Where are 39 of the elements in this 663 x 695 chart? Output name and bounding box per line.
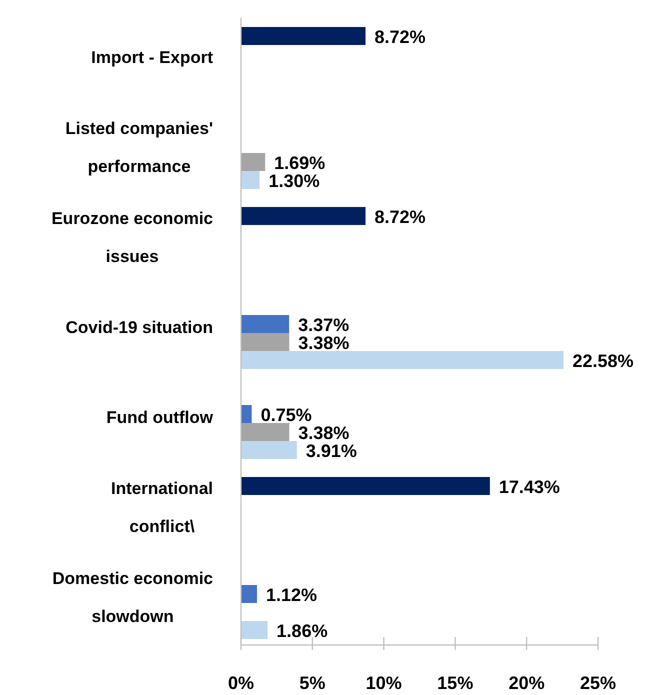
data-label: 3.38% — [298, 333, 350, 353]
data-label: 1.30% — [268, 171, 320, 191]
x-tick-label: 25% — [580, 673, 616, 693]
bar — [241, 441, 297, 459]
bar — [241, 153, 266, 171]
y-tick-label: Domestic economic slowdown — [52, 569, 214, 626]
y-tick-label: Fund outflow — [106, 408, 214, 427]
data-label: 3.37% — [298, 315, 350, 335]
y-tick-label: International conflict\ — [110, 479, 214, 536]
data-label: 1.69% — [274, 153, 326, 173]
data-label: 22.58% — [572, 351, 634, 371]
bar — [241, 171, 260, 189]
data-label: 1.86% — [276, 621, 328, 641]
data-label: 0.75% — [260, 405, 312, 425]
y-tick-label: Covid-19 situation — [66, 318, 214, 337]
bar — [241, 207, 366, 225]
data-label: 8.72% — [374, 207, 426, 227]
data-label: 17.43% — [498, 477, 560, 497]
bar — [241, 315, 290, 333]
bar — [241, 477, 490, 495]
bar — [241, 405, 252, 423]
y-tick-label: Eurozone economic issues — [51, 209, 214, 266]
bar — [241, 27, 366, 45]
data-label: 3.38% — [298, 423, 350, 443]
bar — [241, 621, 268, 639]
bar — [241, 333, 290, 351]
data-label: 1.12% — [266, 585, 318, 605]
x-tick-label: 20% — [508, 673, 545, 693]
y-tick-label: Import - Export — [91, 48, 214, 67]
x-tick-label: 15% — [437, 673, 474, 693]
data-label: 8.72% — [374, 27, 426, 47]
bar — [241, 423, 290, 441]
x-tick-label: 10% — [366, 673, 402, 693]
x-tick-label: 5% — [299, 673, 326, 693]
bar — [241, 351, 564, 369]
bar — [241, 585, 257, 603]
data-label: 3.91% — [306, 441, 357, 461]
x-tick-label: 0% — [228, 673, 254, 693]
y-tick-label: Listed companies' performance — [65, 119, 213, 176]
